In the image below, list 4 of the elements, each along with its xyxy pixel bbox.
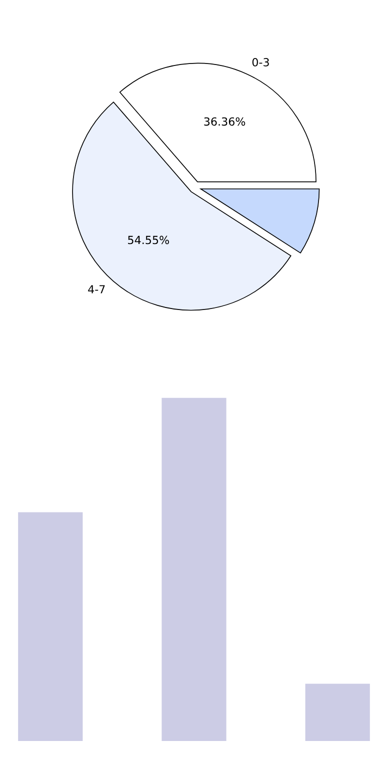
slice-label: 4-7 — [88, 285, 105, 294]
data-label: 36.36% — [204, 117, 246, 126]
data-label: 54.55% — [128, 236, 169, 244]
slice-label: 0-3 — [252, 58, 269, 66]
